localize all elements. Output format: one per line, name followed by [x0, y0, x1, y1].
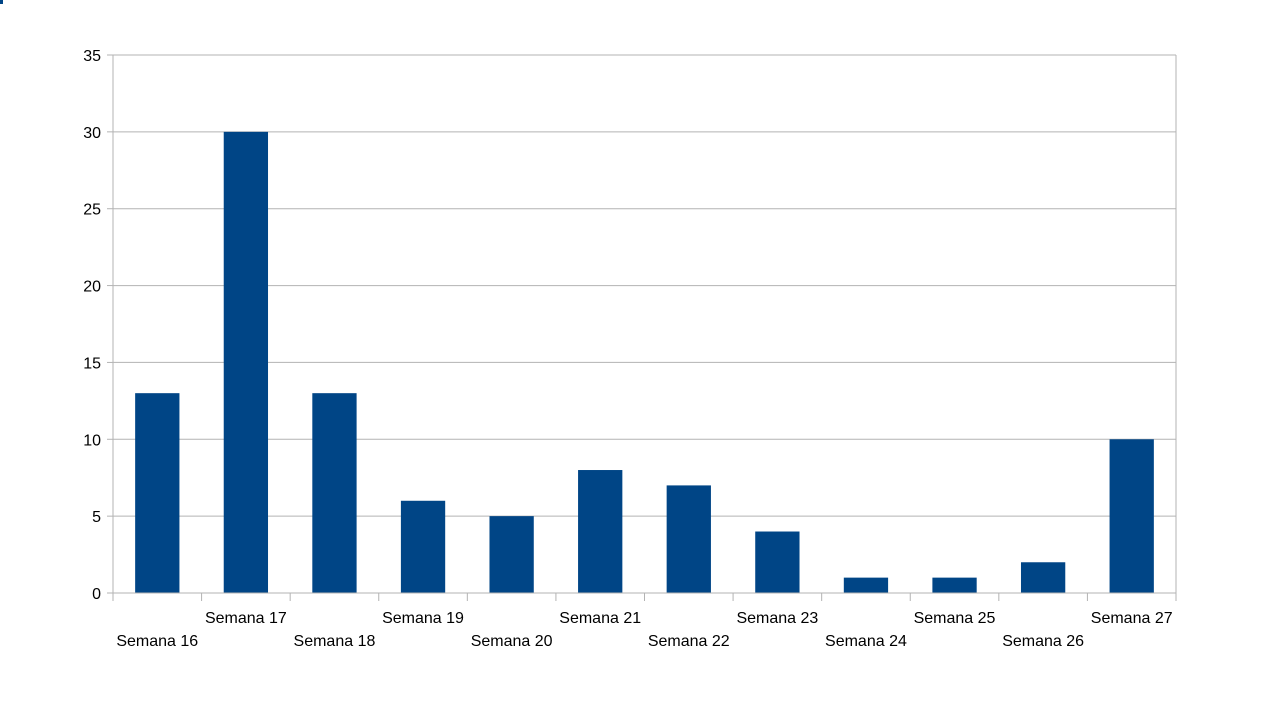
y-tick-label: 35: [83, 48, 101, 65]
axes: [107, 54, 1177, 601]
bar-semana-25: [932, 577, 977, 593]
y-tick-labels: 0 5 10 15 20 25 30 35: [83, 48, 101, 603]
bar-semana-27: [1109, 439, 1154, 593]
corner-mark: [0, 0, 3, 4]
x-tick-label: Semana 21: [559, 610, 641, 627]
x-tick-label: Semana 24: [825, 633, 907, 650]
x-tick-label: Semana 26: [1002, 633, 1084, 650]
bar-semana-19: [400, 500, 446, 593]
x-tick-labels: Semana 16 Semana 17 Semana 18 Semana 19 Sema…: [116, 610, 1172, 650]
y-tick-label: 20: [83, 279, 101, 296]
gridlines: [113, 54, 1176, 517]
bar-semana-18: [312, 393, 357, 593]
bar-semana-22: [666, 485, 711, 593]
x-tick-label: Semana 18: [294, 633, 376, 650]
bar-semana-20: [489, 516, 534, 593]
y-tick-label: 10: [83, 432, 101, 449]
x-tick-label: Semana 25: [914, 610, 996, 627]
bar-semana-16: [135, 393, 180, 593]
bars: [135, 131, 1154, 593]
bar-semana-26: [1020, 562, 1066, 593]
x-tick-label: Semana 23: [736, 610, 818, 627]
y-tick-label: 25: [83, 202, 101, 219]
bar-semana-17: [223, 131, 269, 593]
x-tick-label: Semana 19: [382, 610, 464, 627]
x-tick-label: Semana 20: [471, 633, 553, 650]
x-tick-label: Semana 27: [1091, 610, 1173, 627]
y-tick-label: 15: [83, 355, 101, 372]
x-tick-label: Semana 22: [648, 633, 730, 650]
y-tick-label: 30: [83, 125, 101, 142]
x-tick-label: Semana 17: [205, 610, 287, 627]
bar-semana-21: [578, 470, 623, 593]
y-tick-label: 5: [92, 509, 101, 526]
bar-semana-24: [843, 577, 889, 593]
y-tick-label: 0: [92, 586, 101, 603]
bar-semana-23: [755, 531, 800, 593]
x-tick-label: Semana 16: [116, 633, 198, 650]
